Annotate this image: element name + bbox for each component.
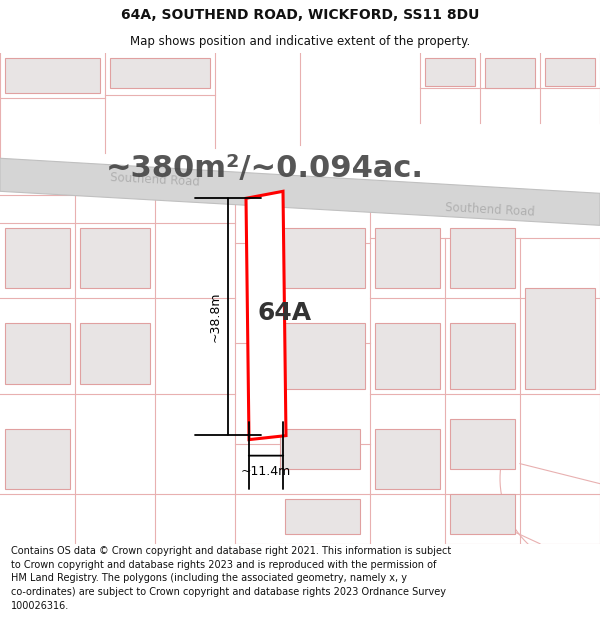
Bar [280, 324, 365, 389]
Bar [545, 58, 595, 86]
Text: Southend Road: Southend Road [445, 201, 535, 219]
Text: Map shows position and indicative extent of the property.: Map shows position and indicative extent… [130, 35, 470, 48]
Text: 64A: 64A [258, 301, 312, 326]
Bar [425, 58, 475, 86]
Bar [5, 228, 70, 288]
Bar [450, 324, 515, 389]
Bar [5, 429, 70, 489]
Bar [280, 228, 365, 288]
Bar [285, 499, 360, 534]
Bar [110, 58, 210, 88]
Bar [80, 228, 150, 288]
Text: 64A, SOUTHEND ROAD, WICKFORD, SS11 8DU: 64A, SOUTHEND ROAD, WICKFORD, SS11 8DU [121, 8, 479, 22]
Polygon shape [246, 191, 286, 439]
Bar [450, 419, 515, 469]
Bar [5, 58, 100, 93]
Bar [80, 324, 150, 384]
Bar [375, 324, 440, 389]
Bar [450, 228, 515, 288]
Bar [375, 429, 440, 489]
Bar [5, 324, 70, 384]
Text: Contains OS data © Crown copyright and database right 2021. This information is : Contains OS data © Crown copyright and d… [11, 546, 451, 611]
Text: ~38.8m: ~38.8m [209, 291, 221, 342]
Text: ~380m²/~0.094ac.: ~380m²/~0.094ac. [106, 154, 424, 182]
Bar [525, 288, 595, 389]
Bar [280, 429, 360, 469]
Bar [450, 494, 515, 534]
Bar [485, 58, 535, 88]
Text: ~11.4m: ~11.4m [241, 465, 291, 478]
Bar [375, 228, 440, 288]
Text: Southend Road: Southend Road [110, 171, 200, 189]
Polygon shape [0, 158, 600, 226]
